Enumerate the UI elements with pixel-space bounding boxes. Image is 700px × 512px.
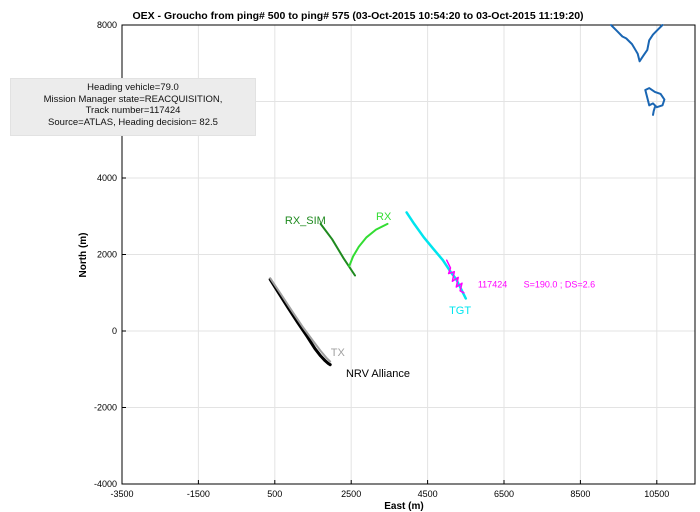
x-tick-label: 500 [267, 489, 282, 499]
x-tick-label: 8500 [570, 489, 590, 499]
y-tick-label: 4000 [97, 173, 117, 183]
series-coastline-2 [644, 87, 666, 109]
series-tgt [405, 211, 468, 300]
y-tick-label: 0 [112, 326, 117, 336]
annotation-tx: TX [331, 347, 346, 359]
grid [121, 24, 695, 485]
ticks: -3500 -1500 500 2500 4500 6500 8500 10500 -4000 -… [94, 20, 669, 499]
x-tick-label: 4500 [418, 489, 438, 499]
info-heading-vehicle: Heading vehicle=79.0 [87, 82, 179, 93]
y-tick-label: -4000 [94, 479, 117, 489]
series-117424 [445, 259, 465, 294]
series-tx [269, 277, 332, 363]
annotation-117424: 117424 [478, 279, 507, 289]
series-layer [268, 24, 666, 367]
y-tick-label: -2000 [94, 403, 117, 413]
series-rx [348, 222, 389, 267]
series-nrv-alliance [268, 277, 332, 367]
annotation-tgt: TGT [449, 305, 471, 317]
x-axis-label: East (m) [384, 501, 423, 512]
x-tick-label: -1500 [187, 489, 210, 499]
chart-title: OEX - Groucho from ping# 500 to ping# 57… [132, 10, 583, 22]
y-tick-label: 8000 [97, 20, 117, 30]
info-box: Heading vehicle=79.0 Mission Manager sta… [10, 78, 256, 136]
series-coastline-3 [652, 106, 656, 116]
series-rx-sim [319, 222, 356, 277]
info-source: Source=ATLAS, Heading decision= 82.5 [48, 116, 218, 128]
info-mission-state: Mission Manager state=REACQUISITION, [43, 93, 223, 105]
annotation-s-190-0-ds-2-6: S=190.0 ; DS=2.6 [524, 279, 596, 289]
x-tick-label: 10500 [644, 489, 669, 499]
annotation-rx-sim: RX_SIM [285, 215, 326, 227]
info-track-number: Track number=117424 [85, 105, 181, 116]
x-tick-label: 6500 [494, 489, 514, 499]
annotation-nrv-alliance: NRV Alliance [346, 368, 410, 380]
y-axis-label: North (m) [78, 233, 89, 278]
x-tick-label: -3500 [110, 489, 133, 499]
y-tick-label: 2000 [97, 250, 117, 260]
x-tick-label: 2500 [341, 489, 361, 499]
series-coastline-1 [610, 24, 664, 63]
annotation-rx: RX [376, 211, 392, 223]
